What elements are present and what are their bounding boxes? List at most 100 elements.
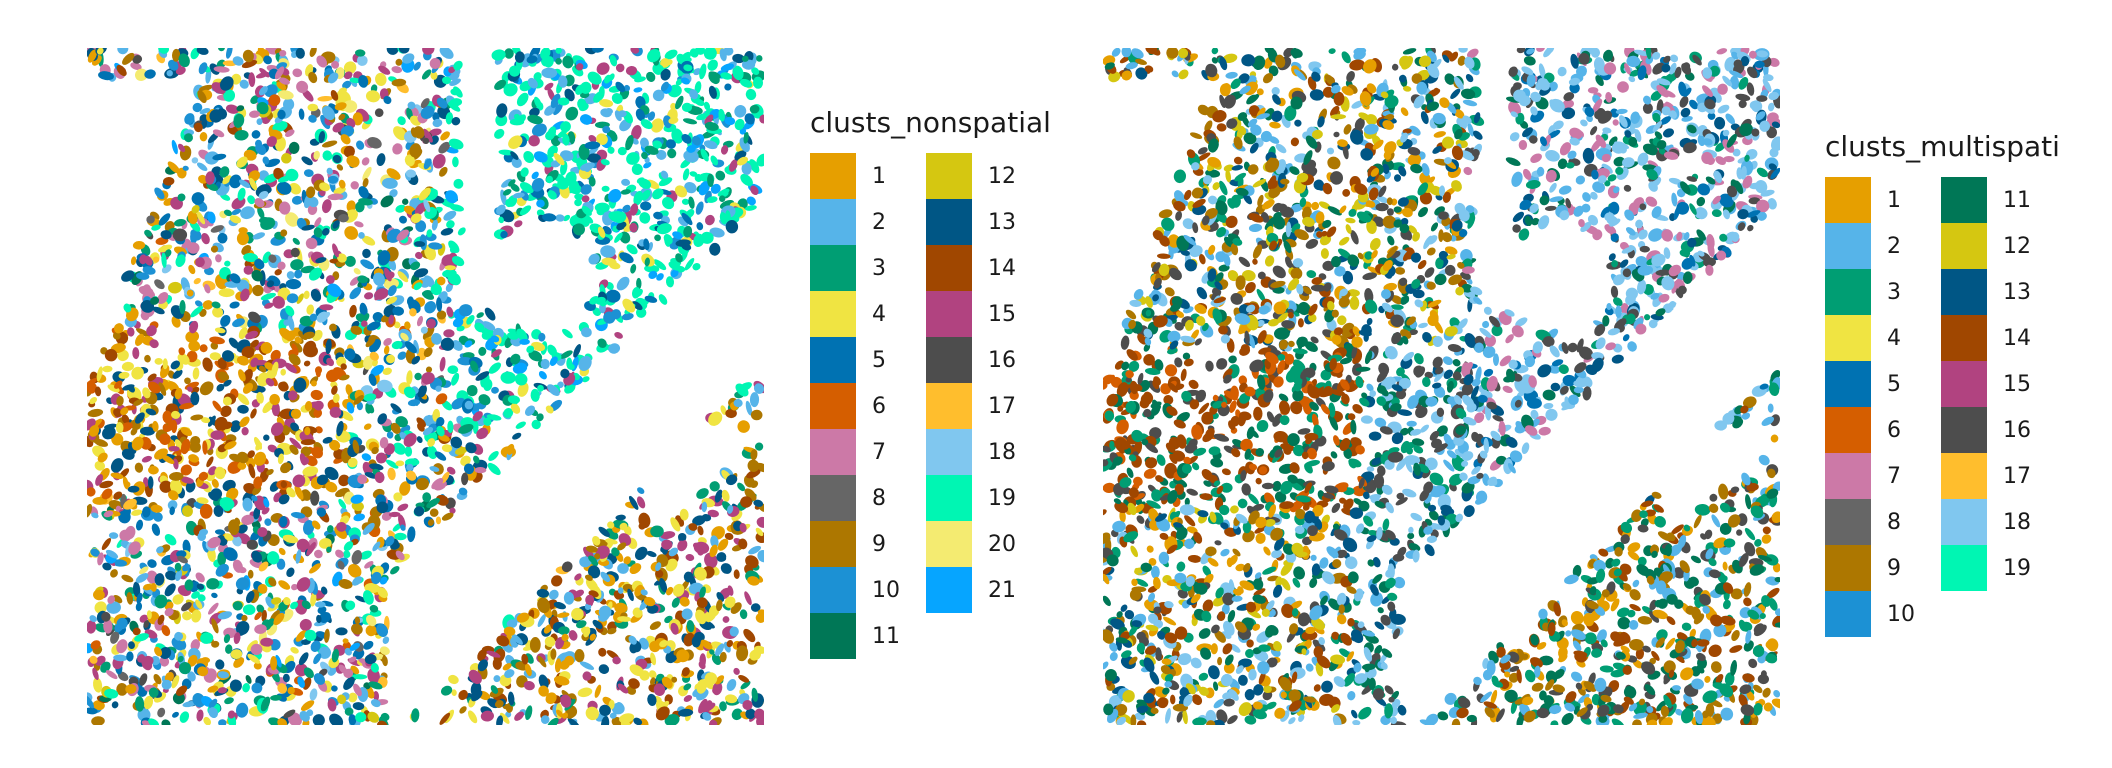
cell-point <box>732 65 744 81</box>
cell-point <box>737 420 750 433</box>
cell-point <box>233 632 241 645</box>
cell-point <box>375 72 387 86</box>
cell-point <box>444 265 457 271</box>
cell-point <box>256 101 269 115</box>
cell-point <box>427 438 436 447</box>
cell-point <box>668 547 679 557</box>
legend-label: 10 <box>872 577 900 603</box>
legend-swatch <box>810 429 856 475</box>
cell-point <box>707 173 714 187</box>
cell-point <box>326 546 332 553</box>
cell-point <box>248 72 256 87</box>
cell-point <box>689 171 698 177</box>
legend-item: 15 <box>926 291 1024 337</box>
cell-point <box>480 710 494 722</box>
cell-point <box>421 69 432 80</box>
cell-point <box>615 514 626 521</box>
cell-point <box>363 393 377 402</box>
cell-point <box>680 77 690 85</box>
cell-point <box>641 151 648 160</box>
cell-point <box>414 372 422 381</box>
cell-point <box>698 698 708 714</box>
cell-point <box>158 213 171 226</box>
cell-point <box>629 563 642 575</box>
cell-point <box>719 651 727 663</box>
cell-point <box>607 146 615 154</box>
cell-point <box>649 670 657 679</box>
cell-point <box>681 608 693 620</box>
cell-point <box>280 462 292 474</box>
cell-point <box>364 292 374 300</box>
cell-point <box>652 188 664 200</box>
cell-point <box>621 178 631 186</box>
cell-point <box>274 66 285 80</box>
cell-point <box>184 113 195 125</box>
cell-point <box>393 321 401 329</box>
cell-point <box>96 48 104 55</box>
cell-point <box>596 133 608 145</box>
cell-point <box>562 55 574 69</box>
cell-point <box>365 624 377 637</box>
cell-point <box>640 137 649 149</box>
cell-point <box>739 128 747 135</box>
cell-point <box>392 306 404 316</box>
cell-point <box>152 420 159 432</box>
cell-point <box>720 563 732 574</box>
cell-point <box>661 539 673 550</box>
cell-point <box>387 285 397 297</box>
cell-point <box>717 538 729 551</box>
cell-point <box>458 689 468 701</box>
cell-point <box>699 63 707 80</box>
cell-point <box>584 574 593 581</box>
cell-point <box>607 521 615 529</box>
cell-point <box>276 558 286 570</box>
cell-point <box>1190 132 1203 139</box>
cell-point <box>237 524 248 534</box>
cell-point <box>365 402 375 414</box>
cell-point <box>540 358 550 370</box>
cell-point <box>448 66 456 74</box>
cell-point <box>605 538 618 545</box>
cell-point <box>640 119 653 130</box>
cell-point <box>196 162 208 172</box>
cell-point <box>746 469 761 479</box>
cell-point <box>407 526 416 543</box>
legend-label: 3 <box>872 255 886 281</box>
cell-point <box>305 186 316 199</box>
cell-point <box>306 304 314 315</box>
cell-point <box>276 181 292 195</box>
legend-item: 21 <box>926 567 1024 613</box>
cell-point <box>612 656 621 665</box>
cell-point <box>327 283 342 298</box>
cell-point <box>609 712 617 719</box>
cell-point <box>428 128 442 137</box>
cell-point <box>625 65 638 76</box>
cell-point <box>87 487 96 497</box>
legend-swatch <box>926 383 972 429</box>
cell-point <box>647 693 657 706</box>
cell-point <box>344 348 356 361</box>
cell-point <box>266 280 275 288</box>
cell-point <box>240 288 250 302</box>
cell-point <box>134 68 148 81</box>
cell-point <box>87 503 93 518</box>
cell-point <box>663 115 672 129</box>
cell-point <box>380 195 394 208</box>
cell-point <box>99 480 114 489</box>
cell-point <box>196 48 209 55</box>
cell-point <box>529 107 540 117</box>
cell-point <box>496 635 510 647</box>
cell-point <box>175 569 183 582</box>
cell-point <box>422 48 435 55</box>
cell-point <box>255 442 262 451</box>
cell-point <box>529 637 541 653</box>
cell-point <box>217 671 230 679</box>
cell-point <box>303 340 317 356</box>
cell-point <box>258 561 269 572</box>
cell-point <box>372 541 381 552</box>
legend-swatch <box>926 291 972 337</box>
cell-point <box>709 544 718 558</box>
cell-point <box>171 410 181 419</box>
cell-point <box>132 627 141 636</box>
cell-point <box>180 476 194 484</box>
